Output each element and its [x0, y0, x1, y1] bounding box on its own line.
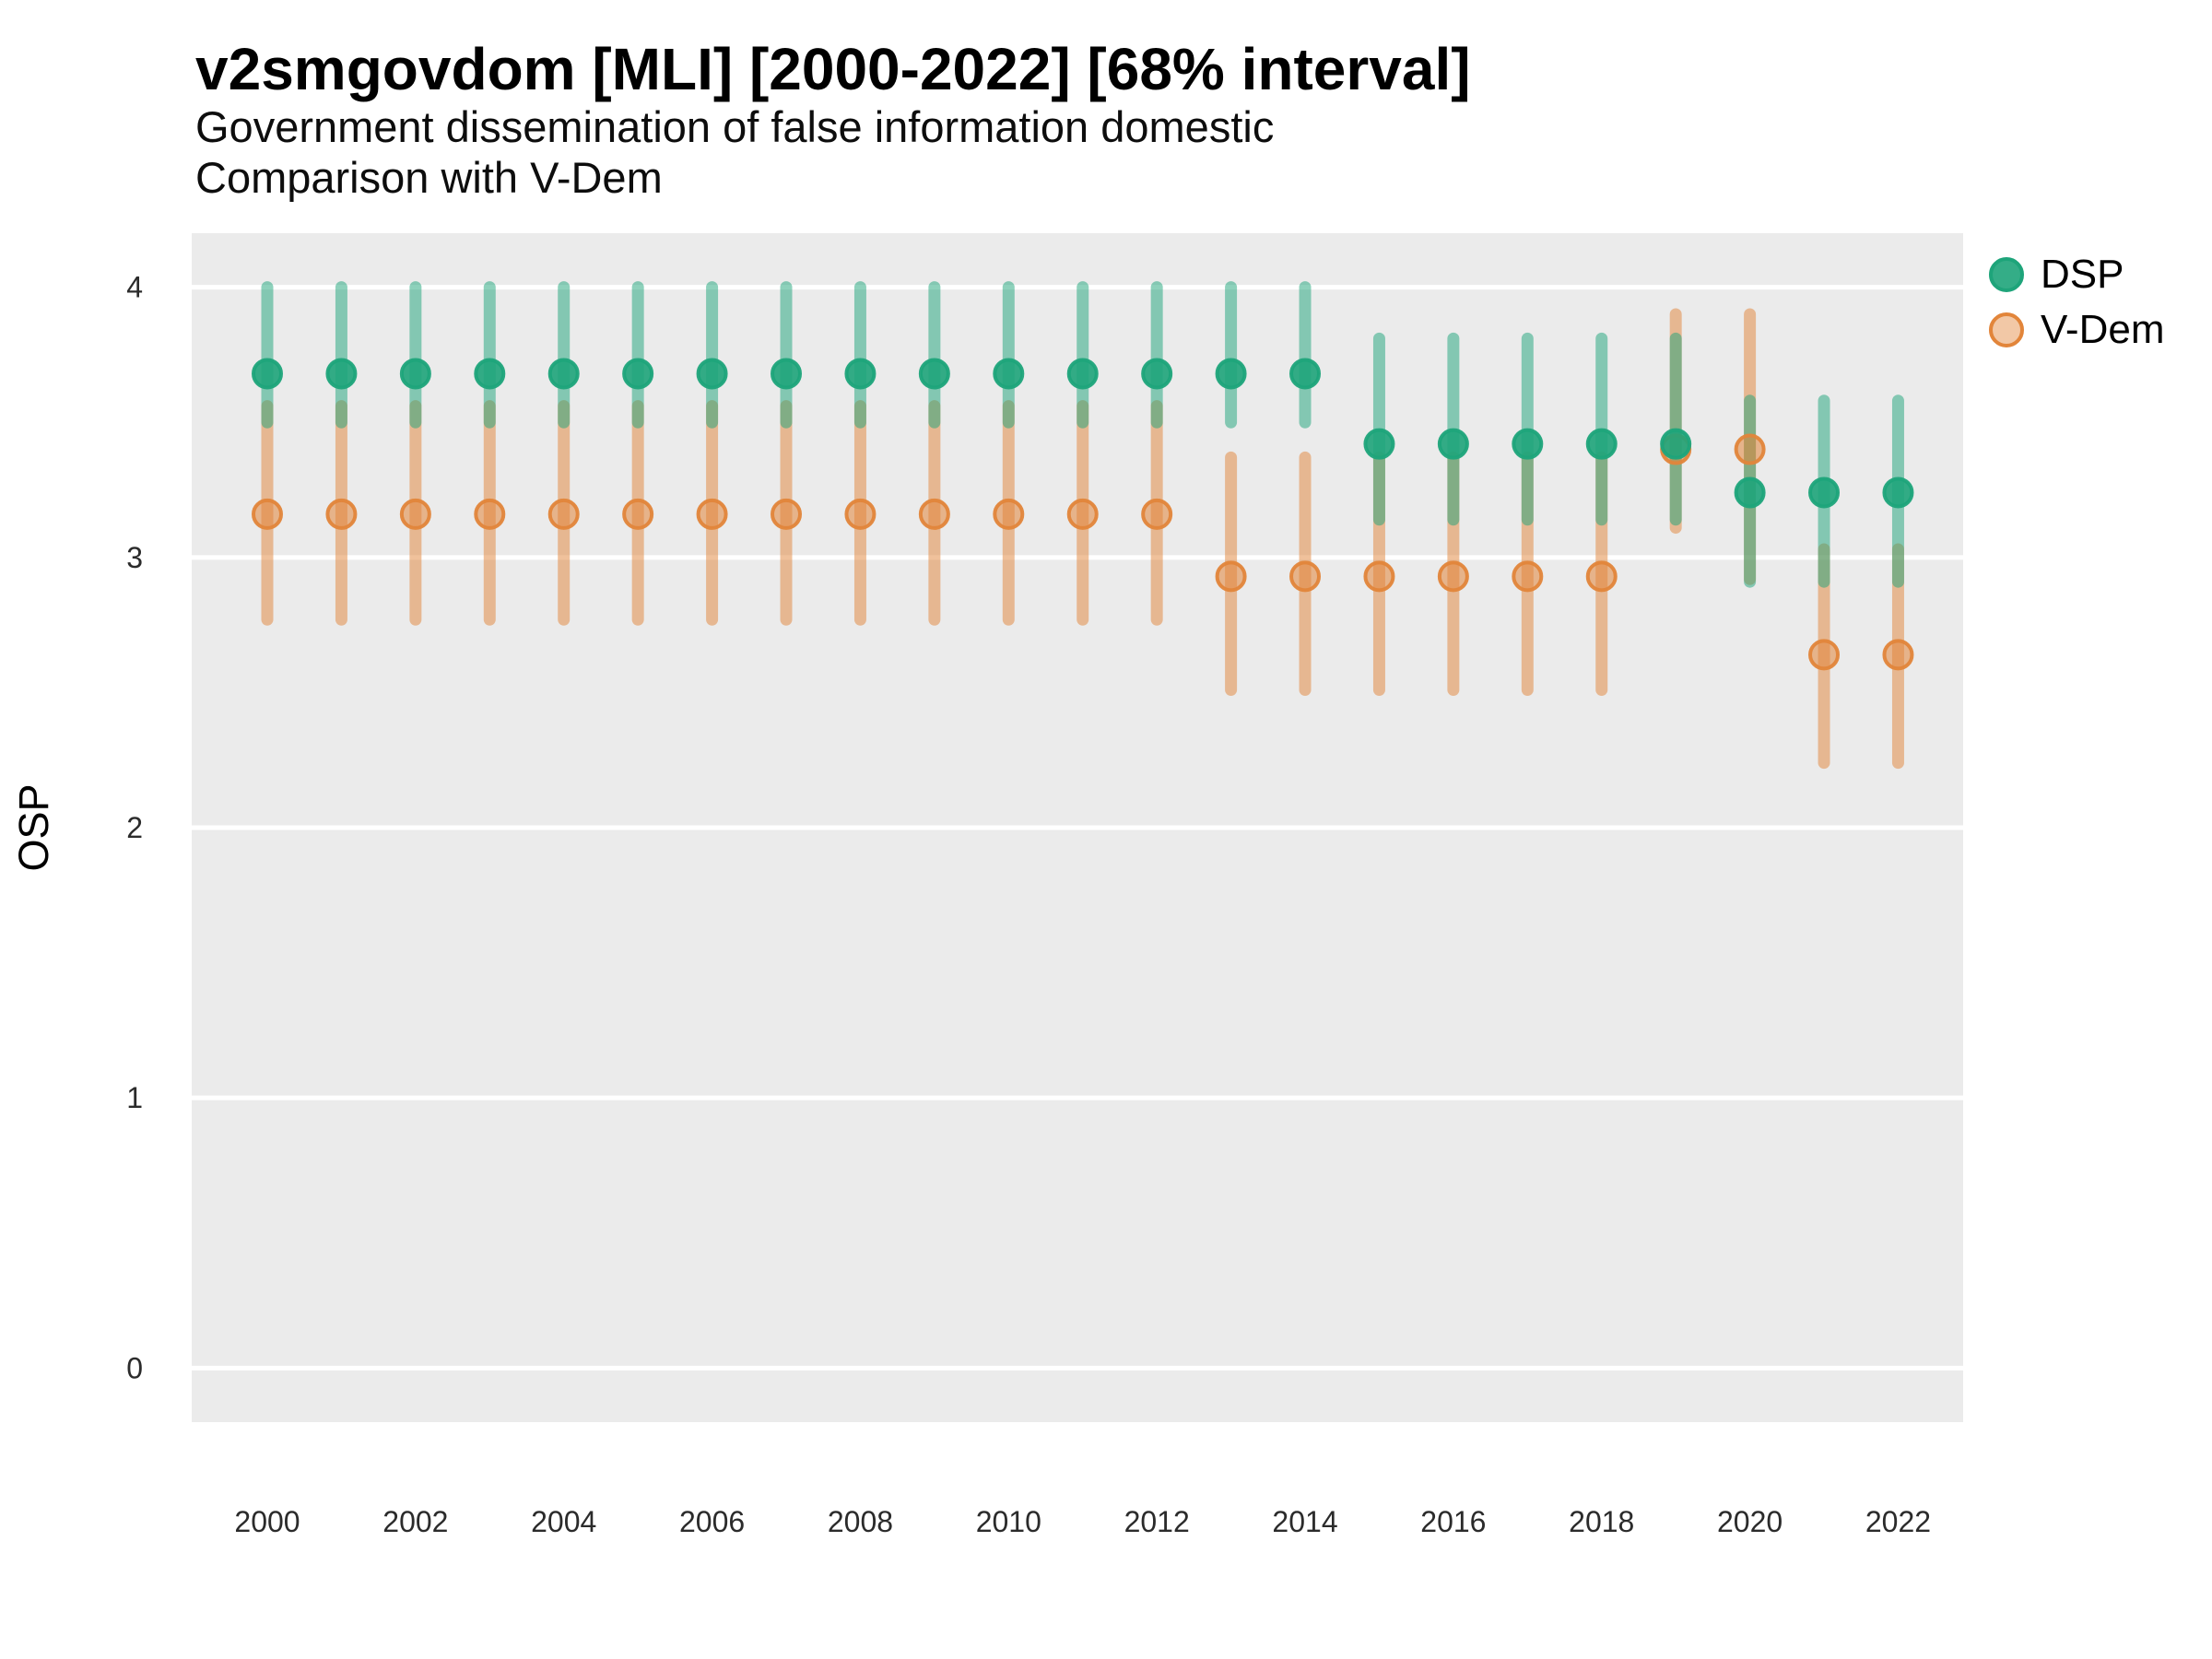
- vdem-point: [1066, 498, 1099, 530]
- dsp-point: [1882, 477, 1914, 509]
- vdem-point: [1882, 639, 1914, 671]
- page-subtitle-line2: Comparison with V-Dem: [195, 153, 663, 202]
- dsp-point: [252, 358, 283, 390]
- vdem-point: [1289, 560, 1322, 593]
- x-tick-label: 2004: [531, 1505, 596, 1538]
- x-tick-label: 2000: [234, 1505, 300, 1538]
- y-tick-label: 4: [126, 271, 143, 304]
- vdem-point: [252, 498, 283, 530]
- x-tick-label: 2012: [1124, 1505, 1190, 1538]
- vdem-point: [844, 498, 877, 530]
- dsp-point: [1808, 477, 1841, 509]
- page-title: v2smgovdom [MLI] [2000-2022] [68% interv…: [195, 36, 1471, 102]
- legend-item-vdem: V-Dem: [1989, 307, 2165, 352]
- x-tick-label: 2014: [1272, 1505, 1337, 1538]
- dsp-point: [547, 358, 580, 390]
- x-tick-label: 2002: [382, 1505, 448, 1538]
- y-tick-label: 0: [126, 1351, 143, 1384]
- y-tick-label: 2: [126, 811, 143, 844]
- vdem-point: [1363, 560, 1395, 593]
- vdem-point: [771, 498, 803, 530]
- page-subtitle-line1: Government dissemination of false inform…: [195, 102, 1275, 151]
- dsp-point: [399, 358, 431, 390]
- x-tick-label: 2020: [1717, 1505, 1783, 1538]
- dsp-point: [1660, 428, 1692, 460]
- dsp-point: [696, 358, 728, 390]
- vdem-point: [325, 498, 358, 530]
- dsp-point: [1066, 358, 1099, 390]
- legend-item-dsp: DSP: [1989, 252, 2164, 297]
- dsp-point: [474, 358, 506, 390]
- x-tick-label: 2006: [679, 1505, 745, 1538]
- x-tick-label: 2018: [1569, 1505, 1634, 1538]
- vdem-point: [1437, 560, 1469, 593]
- vdem-point: [696, 498, 728, 530]
- dsp-point: [1734, 477, 1766, 509]
- dsp-point: [993, 358, 1025, 390]
- x-tick-label: 2022: [1865, 1505, 1931, 1538]
- dsp-point: [1289, 358, 1322, 390]
- vdem-point: [474, 498, 506, 530]
- dsp-point: [1363, 428, 1395, 460]
- y-tick-label: 3: [126, 541, 143, 574]
- vdem-legend-label: V-Dem: [2041, 307, 2165, 352]
- x-tick-label: 2008: [828, 1505, 893, 1538]
- dsp-point: [844, 358, 877, 390]
- vdem-point: [1512, 560, 1544, 593]
- dsp-point: [771, 358, 803, 390]
- vdem-legend-key-icon: [1989, 312, 2024, 347]
- vdem-point: [1215, 560, 1247, 593]
- dsp-point: [1512, 428, 1544, 460]
- vdem-point: [399, 498, 431, 530]
- vdem-point: [918, 498, 950, 530]
- dsp-point: [1437, 428, 1469, 460]
- vdem-point: [622, 498, 654, 530]
- y-tick-label: 1: [126, 1081, 143, 1114]
- dsp-point: [918, 358, 950, 390]
- vdem-point: [547, 498, 580, 530]
- legend: DSP V-Dem: [1989, 252, 2165, 365]
- vdem-point: [993, 498, 1025, 530]
- vdem-point: [1585, 560, 1618, 593]
- dsp-point: [1585, 428, 1618, 460]
- dsp-point: [325, 358, 358, 390]
- x-tick-label: 2010: [976, 1505, 1041, 1538]
- dsp-legend-key-icon: [1989, 257, 2024, 292]
- x-tick-label: 2016: [1420, 1505, 1486, 1538]
- dsp-point: [1141, 358, 1173, 390]
- vdem-point: [1734, 433, 1766, 465]
- y-axis-title: OSP: [10, 783, 57, 871]
- dsp-legend-label: DSP: [2041, 252, 2124, 297]
- dsp-point: [1215, 358, 1247, 390]
- vdem-point: [1808, 639, 1841, 671]
- vdem-point: [1141, 498, 1173, 530]
- dsp-point: [622, 358, 654, 390]
